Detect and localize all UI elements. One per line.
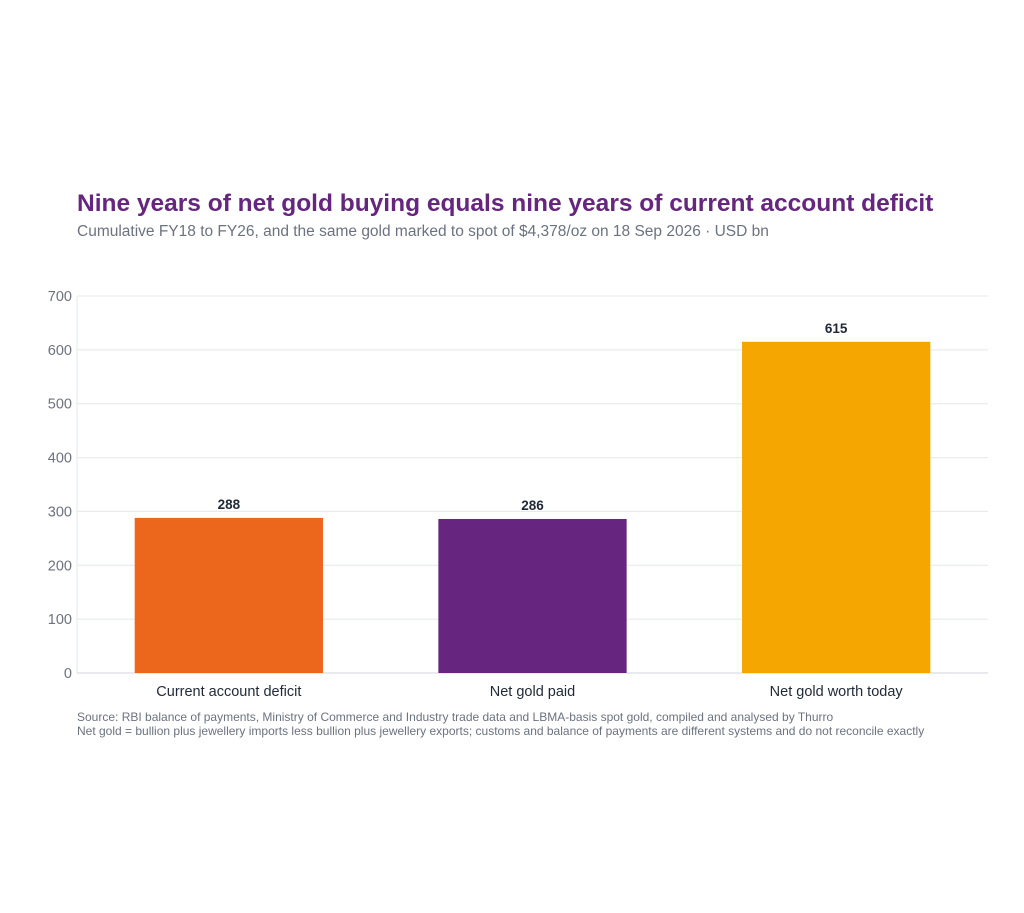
data-label: 615 xyxy=(825,321,848,336)
bar xyxy=(134,517,323,673)
bar xyxy=(742,341,931,673)
data-label: 286 xyxy=(521,498,544,513)
bar xyxy=(438,518,627,673)
chart-subtitle: Cumulative FY18 to FY26, and the same go… xyxy=(77,223,769,240)
x-tick-label: Net gold worth today xyxy=(770,684,904,700)
data-label: 288 xyxy=(218,497,241,512)
x-tick-label: Current account deficit xyxy=(156,684,301,700)
y-tick-label: 200 xyxy=(48,558,72,574)
y-tick-label: 100 xyxy=(48,612,72,628)
x-tick-label: Net gold paid xyxy=(490,684,575,700)
y-tick-label: 300 xyxy=(48,504,72,520)
y-tick-label: 600 xyxy=(48,343,72,359)
y-tick-label: 500 xyxy=(48,397,72,413)
chart-title: Nine years of net gold buying equals nin… xyxy=(77,190,934,217)
source-note: Source: RBI balance of payments, Ministr… xyxy=(77,710,834,724)
y-tick-label: 400 xyxy=(48,451,72,467)
y-tick-label: 700 xyxy=(48,289,72,305)
y-tick-label: 0 xyxy=(64,666,72,682)
definition-note: Net gold = bullion plus jewellery import… xyxy=(77,724,925,738)
